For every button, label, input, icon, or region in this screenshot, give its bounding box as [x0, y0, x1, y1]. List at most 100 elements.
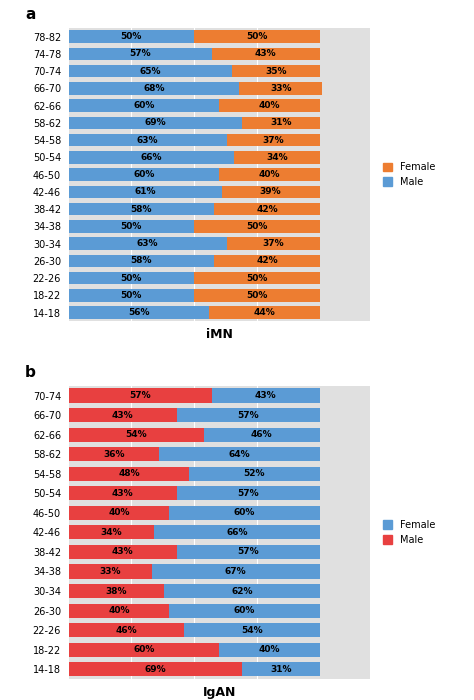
Bar: [209, 307, 319, 319]
Text: 61%: 61%: [135, 188, 156, 197]
Text: 43%: 43%: [112, 489, 134, 498]
Bar: [189, 467, 319, 481]
Bar: [69, 65, 232, 77]
Text: 31%: 31%: [270, 665, 292, 673]
Text: 31%: 31%: [270, 118, 292, 127]
Bar: [69, 408, 177, 422]
Text: 50%: 50%: [121, 222, 142, 231]
Bar: [214, 203, 319, 216]
Text: b: b: [25, 365, 36, 380]
Bar: [69, 186, 222, 198]
Text: 43%: 43%: [255, 50, 276, 58]
Text: 43%: 43%: [112, 547, 134, 556]
Text: a: a: [25, 7, 36, 22]
Text: 40%: 40%: [108, 508, 130, 517]
Text: 34%: 34%: [266, 153, 288, 162]
Text: 33%: 33%: [100, 567, 121, 576]
Legend: Female, Male: Female, Male: [381, 518, 438, 547]
Text: 46%: 46%: [251, 430, 273, 439]
Text: 33%: 33%: [270, 84, 292, 93]
Bar: [177, 545, 319, 559]
Text: 57%: 57%: [129, 50, 151, 58]
Text: 54%: 54%: [241, 626, 263, 635]
Bar: [177, 408, 319, 422]
Text: 38%: 38%: [106, 587, 127, 596]
Bar: [232, 65, 319, 77]
Bar: [69, 289, 194, 302]
Bar: [212, 48, 319, 60]
Bar: [152, 564, 319, 578]
Text: 66%: 66%: [226, 528, 247, 537]
Bar: [69, 203, 214, 216]
Bar: [194, 220, 319, 232]
Bar: [69, 237, 227, 250]
Bar: [169, 603, 319, 617]
Bar: [69, 643, 219, 657]
Bar: [214, 255, 319, 267]
Text: 65%: 65%: [139, 66, 161, 76]
Bar: [69, 169, 219, 181]
Text: 39%: 39%: [260, 188, 282, 197]
Text: 63%: 63%: [137, 239, 158, 248]
Bar: [69, 584, 164, 598]
Text: 34%: 34%: [100, 528, 122, 537]
Text: 44%: 44%: [254, 308, 275, 317]
Text: 35%: 35%: [265, 66, 286, 76]
Text: 60%: 60%: [133, 645, 155, 654]
Text: 50%: 50%: [246, 291, 267, 300]
Bar: [169, 506, 319, 520]
Bar: [69, 428, 204, 442]
Text: 50%: 50%: [246, 32, 267, 41]
Bar: [222, 186, 319, 198]
Text: 50%: 50%: [246, 222, 267, 231]
Text: 57%: 57%: [237, 411, 259, 419]
Text: 36%: 36%: [103, 449, 125, 459]
Text: 60%: 60%: [234, 508, 255, 517]
Bar: [69, 447, 159, 461]
Bar: [69, 564, 152, 578]
Text: 40%: 40%: [259, 170, 280, 179]
Bar: [204, 428, 319, 442]
Bar: [219, 169, 319, 181]
Bar: [69, 389, 212, 402]
Text: 57%: 57%: [129, 391, 151, 400]
Bar: [69, 99, 219, 112]
Bar: [177, 486, 319, 500]
Text: 56%: 56%: [128, 308, 150, 317]
Text: 69%: 69%: [145, 118, 166, 127]
Bar: [69, 255, 214, 267]
Bar: [69, 82, 239, 94]
Bar: [69, 545, 177, 559]
Text: 42%: 42%: [256, 256, 278, 265]
Legend: Female, Male: Female, Male: [381, 160, 438, 189]
Bar: [69, 662, 242, 676]
Text: 43%: 43%: [112, 411, 134, 419]
Bar: [164, 584, 319, 598]
Text: 66%: 66%: [141, 153, 162, 162]
Text: 58%: 58%: [131, 256, 152, 265]
Text: 37%: 37%: [262, 136, 284, 145]
Text: 57%: 57%: [237, 489, 259, 498]
Text: 68%: 68%: [143, 84, 165, 93]
Bar: [194, 289, 319, 302]
Text: 62%: 62%: [231, 587, 253, 596]
Bar: [69, 525, 154, 540]
Bar: [69, 117, 242, 129]
Bar: [69, 134, 227, 146]
Bar: [69, 603, 169, 617]
Bar: [159, 447, 319, 461]
Bar: [69, 623, 184, 637]
Text: 58%: 58%: [131, 204, 152, 214]
Text: 64%: 64%: [228, 449, 250, 459]
Bar: [69, 30, 194, 43]
Text: 50%: 50%: [121, 274, 142, 283]
Text: 46%: 46%: [116, 626, 137, 635]
Bar: [194, 30, 319, 43]
Bar: [242, 662, 319, 676]
Bar: [239, 82, 322, 94]
Text: 37%: 37%: [262, 239, 284, 248]
Bar: [227, 237, 319, 250]
Bar: [69, 48, 212, 60]
Bar: [234, 151, 319, 164]
Bar: [69, 220, 194, 232]
